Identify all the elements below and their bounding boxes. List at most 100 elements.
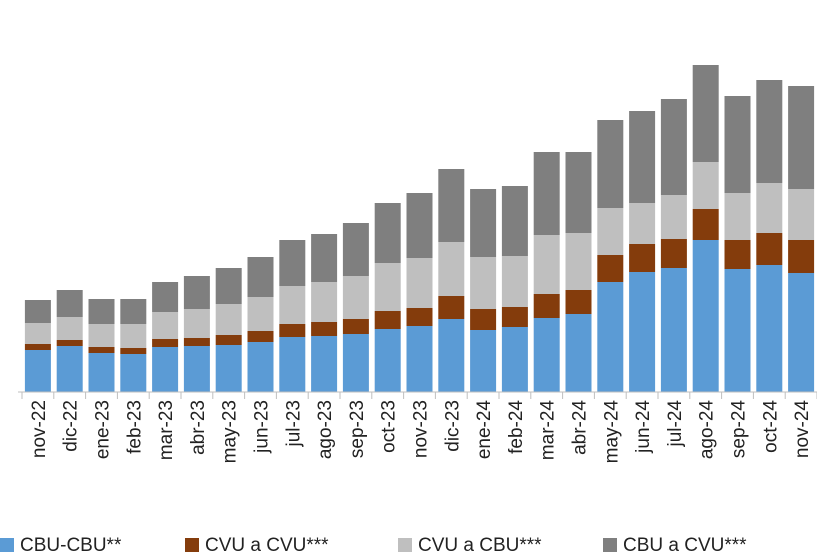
bar-segment <box>56 290 83 317</box>
bar-segment <box>756 80 783 183</box>
bar-segment <box>565 290 592 314</box>
bar-segment <box>374 311 401 329</box>
x-tick-label: ene-24 <box>474 400 495 460</box>
bar-segment <box>215 335 242 345</box>
bar-segment <box>183 276 210 309</box>
x-tick-label: dic-23 <box>442 400 463 452</box>
bar-segment <box>406 326 433 392</box>
x-tick-label: may-24 <box>601 400 622 464</box>
bar-segment <box>247 342 274 392</box>
x-tick-label: abr-23 <box>188 400 209 455</box>
bar-segment <box>120 348 147 354</box>
bar-segment <box>629 203 656 244</box>
x-tick-label: jun-24 <box>633 400 654 454</box>
bar-segment <box>183 346 210 392</box>
bar-segment <box>88 347 115 353</box>
x-tick-label: oct-24 <box>760 400 781 453</box>
bar-segment <box>565 152 592 233</box>
bar-segment <box>597 208 624 255</box>
legend-label: CBU-CBU** <box>20 535 122 553</box>
bar-segment <box>88 353 115 392</box>
x-tick-label: dic-22 <box>61 400 82 452</box>
bar-segment <box>438 242 465 296</box>
bar-segment <box>152 282 179 312</box>
bar-segment <box>342 276 369 319</box>
bar-segment <box>247 297 274 331</box>
bar-segment <box>152 312 179 339</box>
bar-segment <box>279 324 306 337</box>
bar-segment <box>311 336 338 392</box>
bar-segment <box>438 296 465 319</box>
bar-segment <box>788 86 815 189</box>
bar-segment <box>279 286 306 324</box>
bar-segment <box>501 186 528 256</box>
bar-segment <box>311 322 338 336</box>
legend-swatch <box>398 538 412 552</box>
bar-segment <box>470 189 497 257</box>
x-tick-label: ene-23 <box>93 400 114 459</box>
x-tick-label: jun-23 <box>252 400 273 454</box>
bar-segment <box>756 265 783 392</box>
bar-segment <box>470 330 497 392</box>
bar-segment <box>533 235 560 294</box>
bar-segment <box>342 223 369 276</box>
bar-segment <box>56 317 83 340</box>
bar-segment <box>692 162 719 209</box>
bar-segment <box>756 183 783 233</box>
x-tick-label: feb-23 <box>124 400 145 454</box>
bar-segment <box>152 347 179 392</box>
bar-segment <box>470 309 497 330</box>
legend-swatch <box>603 538 617 552</box>
bar-segment <box>374 263 401 311</box>
bar-segment <box>120 299 147 324</box>
bar-segment <box>438 169 465 242</box>
bar-segment <box>24 323 51 344</box>
bar-segment <box>692 240 719 392</box>
bar-segment <box>597 282 624 392</box>
bar-segment <box>597 120 624 208</box>
x-tick-label: mar-24 <box>538 400 559 461</box>
bar-segment <box>660 239 687 268</box>
bar-segment <box>629 244 656 272</box>
legend-label: CBU a CVU*** <box>623 535 747 553</box>
bar-segment <box>183 338 210 346</box>
bar-segment <box>788 240 815 273</box>
bar-segment <box>24 350 51 392</box>
x-tick-label: may-23 <box>220 400 241 463</box>
x-tick-label: nov-22 <box>29 400 50 458</box>
x-tick-label: nov-23 <box>411 400 432 458</box>
bar-segment <box>597 255 624 282</box>
bar-segment <box>788 273 815 392</box>
bar-segment <box>406 193 433 258</box>
bar-segment <box>183 309 210 338</box>
bar-segment <box>724 269 751 392</box>
bar-segment <box>788 189 815 240</box>
bar-segment <box>56 340 83 346</box>
bar-segment <box>565 314 592 392</box>
bar-segment <box>660 195 687 239</box>
bar-segment <box>565 233 592 290</box>
bar-segment <box>533 294 560 318</box>
x-tick-label: feb-24 <box>506 400 527 454</box>
bar-segment <box>120 354 147 392</box>
bar-segment <box>756 233 783 265</box>
bar-segment <box>374 329 401 392</box>
bar-segment <box>247 331 274 342</box>
bar-segment <box>88 324 115 347</box>
bar-segment <box>342 319 369 334</box>
bar-segment <box>374 203 401 263</box>
x-tick-label: jul-23 <box>283 400 304 447</box>
x-tick-label: ago-24 <box>697 400 718 460</box>
bar-segment <box>660 99 687 195</box>
bar-segment <box>501 256 528 307</box>
bar-segment <box>311 234 338 282</box>
bar-segment <box>215 345 242 392</box>
bar-segment <box>24 300 51 323</box>
bar-segment <box>692 65 719 162</box>
bar-segment <box>56 346 83 392</box>
legend-label: CVU a CVU*** <box>205 535 329 553</box>
legend-swatch <box>185 538 199 552</box>
bar-segment <box>215 268 242 304</box>
bar-segment <box>629 272 656 392</box>
